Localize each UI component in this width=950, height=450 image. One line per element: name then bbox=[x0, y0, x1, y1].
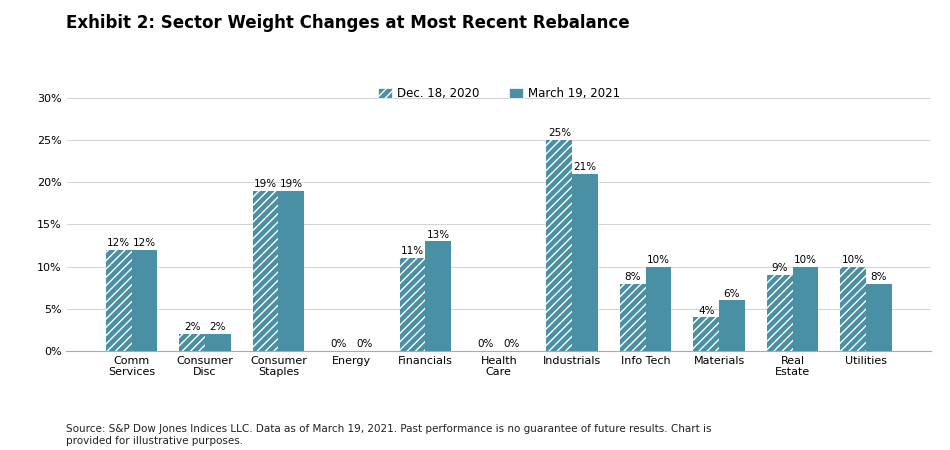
Bar bbox=[620, 284, 646, 351]
Text: 19%: 19% bbox=[279, 179, 303, 189]
Bar bbox=[767, 275, 792, 351]
Text: 21%: 21% bbox=[574, 162, 597, 172]
Text: 4%: 4% bbox=[698, 306, 714, 315]
Text: 0%: 0% bbox=[504, 339, 520, 349]
Bar bbox=[694, 317, 719, 351]
Bar bbox=[841, 266, 866, 351]
Text: 6%: 6% bbox=[724, 289, 740, 299]
Bar bbox=[105, 250, 131, 351]
Bar bbox=[205, 334, 231, 351]
Text: 2%: 2% bbox=[210, 323, 226, 333]
Text: 10%: 10% bbox=[842, 255, 865, 265]
Text: 2%: 2% bbox=[184, 323, 200, 333]
Bar bbox=[131, 250, 157, 351]
Text: 0%: 0% bbox=[356, 339, 373, 349]
Bar bbox=[719, 301, 745, 351]
Text: 11%: 11% bbox=[401, 247, 424, 256]
Text: Exhibit 2: Sector Weight Changes at Most Recent Rebalance: Exhibit 2: Sector Weight Changes at Most… bbox=[66, 14, 630, 32]
Bar bbox=[426, 241, 451, 351]
Bar bbox=[646, 266, 672, 351]
Text: 10%: 10% bbox=[647, 255, 670, 265]
Bar bbox=[180, 334, 205, 351]
Text: 25%: 25% bbox=[548, 128, 571, 139]
Text: 0%: 0% bbox=[478, 339, 494, 349]
Bar bbox=[546, 140, 572, 351]
Text: 19%: 19% bbox=[254, 179, 277, 189]
Bar bbox=[278, 191, 304, 351]
Text: 8%: 8% bbox=[870, 272, 887, 282]
Text: 12%: 12% bbox=[133, 238, 156, 248]
Bar bbox=[572, 174, 598, 351]
Bar bbox=[253, 191, 278, 351]
Text: 10%: 10% bbox=[794, 255, 817, 265]
Text: 9%: 9% bbox=[771, 263, 788, 273]
Text: Source: S&P Dow Jones Indices LLC. Data as of March 19, 2021. Past performance i: Source: S&P Dow Jones Indices LLC. Data … bbox=[66, 424, 712, 446]
Text: 8%: 8% bbox=[624, 272, 641, 282]
Text: 13%: 13% bbox=[427, 230, 449, 239]
Text: 0%: 0% bbox=[331, 339, 347, 349]
Bar bbox=[792, 266, 818, 351]
Legend: Dec. 18, 2020, March 19, 2021: Dec. 18, 2020, March 19, 2021 bbox=[378, 87, 619, 100]
Text: 12%: 12% bbox=[107, 238, 130, 248]
Bar bbox=[400, 258, 426, 351]
Bar bbox=[866, 284, 892, 351]
